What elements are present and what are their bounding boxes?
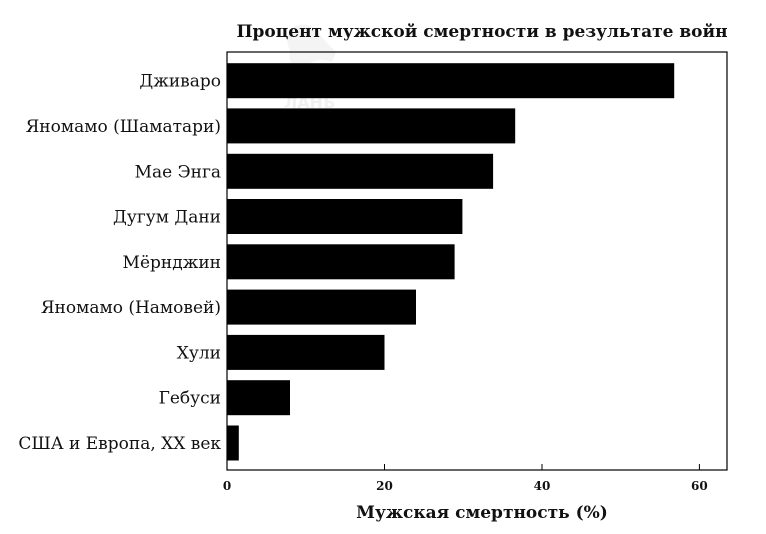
chart-title: Процент мужской смертности в результате … <box>236 22 727 42</box>
bar-3 <box>227 199 463 234</box>
category-label-1: Яномамо (Шаматари) <box>26 117 221 137</box>
x-tick-label-3: 60 <box>691 479 708 493</box>
category-label-3: Дугум Дани <box>113 208 221 228</box>
bar-5 <box>227 289 416 325</box>
category-labels: Дживаро Яномамо (Шаматари) Мае Энга Дугум Д… <box>18 72 221 454</box>
category-label-8: США и Европа, XX век <box>18 434 221 454</box>
bar-2 <box>227 153 494 189</box>
bar-6 <box>227 334 385 370</box>
category-label-0: Дживаро <box>139 72 221 92</box>
category-label-5: Яномамо (Намовей) <box>41 298 221 318</box>
x-tick-label-0: 0 <box>223 479 231 493</box>
bar-0 <box>227 63 675 99</box>
bars <box>227 63 675 461</box>
x-axis-ticks: 0 20 40 60 <box>223 464 708 493</box>
category-label-6: Хули <box>177 343 221 363</box>
x-axis-title: Мужская смертность (%) <box>356 503 608 523</box>
x-tick-label-1: 20 <box>376 479 393 493</box>
bar-1 <box>227 108 516 144</box>
category-label-2: Мае Энга <box>135 162 221 182</box>
x-tick-label-2: 40 <box>534 479 551 493</box>
bar-7 <box>227 380 290 416</box>
category-label-7: Гебуси <box>159 389 221 409</box>
bar-4 <box>227 244 455 280</box>
category-label-4: Мёрнджин <box>123 253 221 273</box>
bar-8 <box>227 425 239 461</box>
